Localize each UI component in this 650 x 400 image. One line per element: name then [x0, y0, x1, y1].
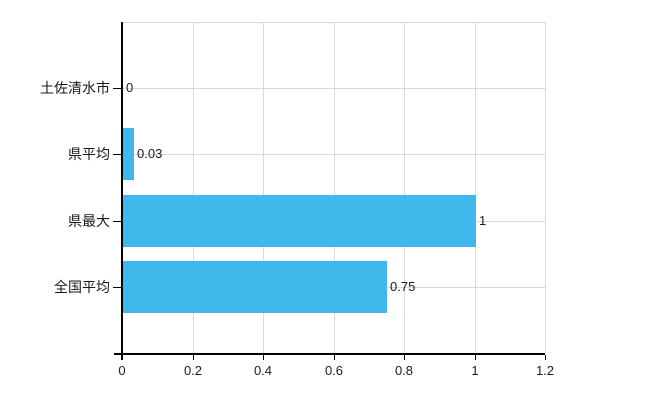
- bar: [123, 128, 134, 180]
- bar-value-label: 0.75: [390, 279, 416, 294]
- horizontal-gridline: [122, 88, 545, 89]
- bar: [123, 261, 387, 313]
- y-axis-line: [121, 22, 123, 360]
- vertical-gridline: [334, 22, 335, 353]
- y-axis-tick: [113, 221, 121, 222]
- bar-value-label: 1: [479, 213, 487, 228]
- vertical-gridline: [404, 22, 405, 353]
- x-tick-label: 0.4: [253, 363, 273, 378]
- x-axis-tick: [545, 355, 546, 360]
- vertical-gridline: [475, 22, 476, 353]
- x-axis-tick: [404, 355, 405, 360]
- vertical-gridline: [263, 22, 264, 353]
- category-label: 土佐清水市: [40, 80, 110, 96]
- y-axis-tick: [113, 88, 121, 89]
- x-axis-tick: [122, 355, 123, 360]
- y-axis-tick: [113, 154, 121, 155]
- x-axis-tick: [193, 355, 194, 360]
- category-label: 県平均: [68, 146, 110, 162]
- category-label: 県最大: [68, 213, 110, 229]
- horizontal-gridline: [122, 154, 545, 155]
- bar-value-label: 0.03: [137, 146, 163, 161]
- x-axis-tick: [263, 355, 264, 360]
- category-label: 全国平均: [54, 279, 110, 295]
- bar-value-label: 0: [126, 80, 134, 95]
- bar: [123, 195, 476, 247]
- x-tick-label: 1: [471, 363, 479, 378]
- x-tick-label: 0.2: [183, 363, 203, 378]
- x-tick-label: 0: [118, 363, 126, 378]
- vertical-gridline: [545, 22, 546, 353]
- vertical-gridline: [193, 22, 194, 353]
- x-tick-label: 1.2: [535, 363, 555, 378]
- x-tick-label: 0.8: [394, 363, 414, 378]
- x-axis-line: [114, 353, 545, 355]
- x-axis-tick: [334, 355, 335, 360]
- horizontal-gridline: [122, 22, 545, 23]
- x-tick-label: 0.6: [324, 363, 344, 378]
- y-axis-tick: [113, 287, 121, 288]
- x-axis-tick: [475, 355, 476, 360]
